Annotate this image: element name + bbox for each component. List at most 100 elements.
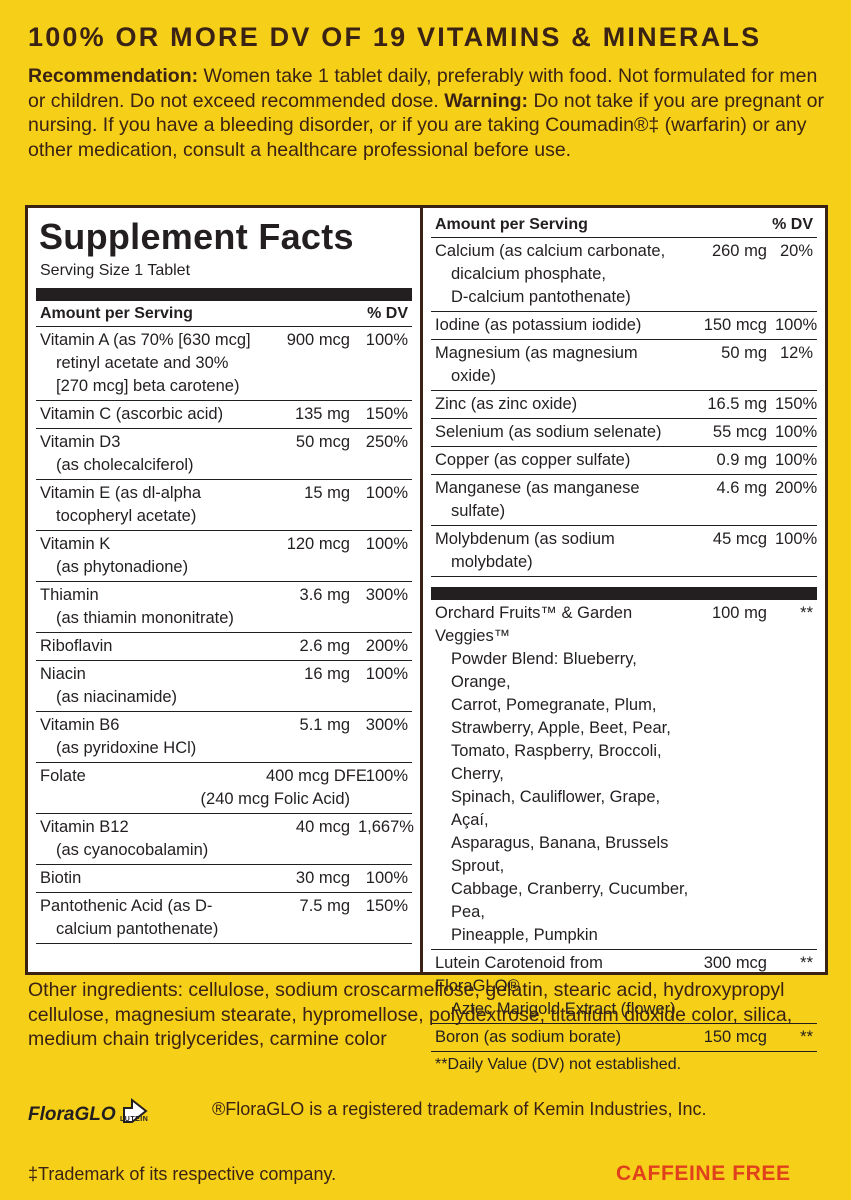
name-line: sulfate) xyxy=(451,502,506,520)
nutrient-name: Molybdenum (as sodium molybdate) xyxy=(435,528,691,574)
name-line: Vitamin E (as dl-alpha xyxy=(40,484,202,502)
name-line: Vitamin A (as 70% [630 mcg] xyxy=(40,331,251,349)
nutrient-row: Pantothenic Acid (as D-calcium pantothen… xyxy=(36,893,412,944)
daily-value: 20% xyxy=(779,242,813,260)
nutrient-row: Thiamin (as thiamin mononitrate) 3.6 mg 300… xyxy=(36,582,412,633)
name-line: (as thiamin mononitrate) xyxy=(56,609,234,627)
dv-header: % DV xyxy=(772,216,813,233)
logo-sub: LUTEIN xyxy=(120,1116,149,1123)
name-line: Thiamin xyxy=(40,586,99,604)
nutrient-name: Vitamin K (as phytonadione) xyxy=(40,533,266,579)
name-line: (as niacinamide) xyxy=(56,688,178,706)
nutrient-row: Vitamin B12 (as cyanocobalamin) 40 mcg 1,66… xyxy=(36,814,414,865)
rows: Calcium (as calcium carbonate, dicalcium … xyxy=(423,238,825,577)
daily-value: 200% xyxy=(775,479,818,497)
nutrient-row: Boron (as sodium borate) 150 mcg ** xyxy=(431,1024,817,1052)
left-column: Supplement Facts Serving Size 1 Tablet A… xyxy=(28,208,423,972)
amount: 40 mcg xyxy=(295,818,350,836)
name-line: (as cyanocobalamin) xyxy=(56,841,209,859)
nutrient-row: Vitamin D3 (as cholecalciferol) 50 mcg 250% xyxy=(36,429,412,480)
name-line: (as pyridoxine HCl) xyxy=(56,739,197,757)
nutrient-name: Vitamin E (as dl-alpha tocopheryl acetate… xyxy=(40,482,266,528)
name-line: Orchard Fruits™ & Garden Veggies™ xyxy=(435,604,633,645)
name-line: molybdate) xyxy=(451,553,533,571)
name-line: D-calcium pantothenate) xyxy=(451,288,631,306)
nutrient-name: Orchard Fruits™ & Garden Veggies™ Powder … xyxy=(435,602,691,947)
label: Recommendation: xyxy=(28,65,199,87)
daily-value: 150% xyxy=(365,897,408,915)
amount: 150 mcg xyxy=(703,1028,767,1046)
daily-value: 1,667% xyxy=(358,818,414,836)
divider xyxy=(36,288,412,301)
daily-value: 300% xyxy=(365,586,408,604)
floraglo-note: ®FloraGLO is a registered trademark of K… xyxy=(212,1099,707,1119)
facts-title: Supplement Facts xyxy=(39,216,354,257)
name-line: Vitamin K xyxy=(40,535,111,553)
nutrient-name: Pantothenic Acid (as D-calcium pantothen… xyxy=(40,895,266,941)
name-line: Carrot, Pomegranate, Plum, xyxy=(451,696,657,714)
nutrient-name: Vitamin C (ascorbic acid) xyxy=(40,403,266,426)
nutrient-row: Molybdenum (as sodium molybdate) 45 mcg 100… xyxy=(431,526,817,577)
amount: 50 mg xyxy=(721,344,767,362)
nutrient-row: Iodine (as potassium iodide) 150 mcg 100% xyxy=(431,312,817,340)
daily-value: 100% xyxy=(365,535,408,553)
nutrient-name: Copper (as copper sulfate) xyxy=(435,449,691,472)
nutrient-name: Vitamin B12 (as cyanocobalamin) xyxy=(40,816,266,862)
daily-value: 100% xyxy=(365,484,408,502)
name-line: oxide) xyxy=(451,367,496,385)
name-line: dicalcium phosphate, xyxy=(451,265,607,283)
nutrient-name: Magnesium (as magnesium oxide) xyxy=(435,342,691,388)
logo-text: FloraGLO xyxy=(28,1104,116,1125)
amount: 45 mcg xyxy=(712,530,767,548)
nutrient-row: Zinc (as zinc oxide) 16.5 mg 150% xyxy=(431,391,817,419)
name-line: Manganese (as manganese xyxy=(435,479,640,497)
name-line: Vitamin B12 xyxy=(40,818,129,836)
right-column: Amount per Serving % DV Calcium (as calci… xyxy=(423,208,825,1073)
name-line: Riboflavin xyxy=(40,637,113,655)
name-line: Biotin xyxy=(40,869,82,887)
amount: 50 mcg xyxy=(295,433,350,451)
amount: 120 mcg xyxy=(286,535,350,553)
amount: 400 mcg DFE xyxy=(266,767,367,785)
daily-value: 100% xyxy=(365,331,408,349)
name-line: Molybdenum (as sodium xyxy=(435,530,615,548)
daily-value: 250% xyxy=(365,433,408,451)
name-line: [270 mcg] beta carotene) xyxy=(56,377,240,395)
caffeine-free: CAFFEINE FREE xyxy=(616,1162,791,1185)
header: Amount per Serving % DV xyxy=(431,208,817,238)
daily-value: ** xyxy=(800,604,813,622)
nutrient-name: Thiamin (as thiamin mononitrate) xyxy=(40,584,266,630)
nutrient-name: Riboflavin xyxy=(40,635,266,658)
label: Warning: xyxy=(444,89,529,112)
nutrient-row: Vitamin K (as phytonadione) 120 mcg 100% xyxy=(36,531,412,582)
daily-value: 100% xyxy=(365,869,408,887)
nutrient-row: Niacin (as niacinamide) 16 mg 100% xyxy=(36,661,412,712)
floraglo-logo: FloraGLO LUTEIN xyxy=(28,1096,150,1126)
daily-value: 100% xyxy=(365,767,408,785)
daily-value: 100% xyxy=(775,423,818,441)
amount: 55 mcg xyxy=(712,423,767,441)
nutrient-row: Calcium (as calcium carbonate, dicalcium … xyxy=(431,238,817,312)
name-line: Lutein Carotenoid from FloraGLO® xyxy=(435,954,603,995)
daily-value: 100% xyxy=(775,316,818,334)
daily-value: 12% xyxy=(779,344,813,362)
nutrient-name: Lutein Carotenoid from FloraGLO® Aztec Ma… xyxy=(435,952,691,1021)
name-line: Strawberry, Apple, Beet, Pear, xyxy=(451,719,671,737)
nutrient-row: Vitamin E (as dl-alpha tocopheryl acetate… xyxy=(36,480,412,531)
nutrient-row: Copper (as copper sulfate) 0.9 mg 100% xyxy=(431,447,817,475)
amount: 2.6 mg xyxy=(299,637,350,655)
name-line: Vitamin C (ascorbic acid) xyxy=(40,405,224,423)
nutrient-row: Magnesium (as magnesium oxide) 50 mg 12% xyxy=(431,340,817,391)
nutrient-row: Riboflavin 2.6 mg 200% xyxy=(36,633,412,661)
name-line: Calcium (as calcium carbonate, xyxy=(435,242,666,260)
amount: 100 mg xyxy=(711,604,767,622)
rows: Vitamin A (as 70% [630 mcg] retinyl aceta… xyxy=(28,327,420,944)
nutrient-row: Vitamin A (as 70% [630 mcg] retinyl aceta… xyxy=(36,327,412,401)
dv-header: % DV xyxy=(367,305,408,322)
amount: 15 mg xyxy=(304,484,350,502)
trademark-note: ‡Trademark of its respective company. xyxy=(28,1164,337,1184)
name-line: Copper (as copper sulfate) xyxy=(435,451,631,469)
divider xyxy=(431,587,817,600)
name-line: Pantothenic Acid (as D- xyxy=(40,897,213,915)
amount: 150 mcg xyxy=(703,316,767,334)
